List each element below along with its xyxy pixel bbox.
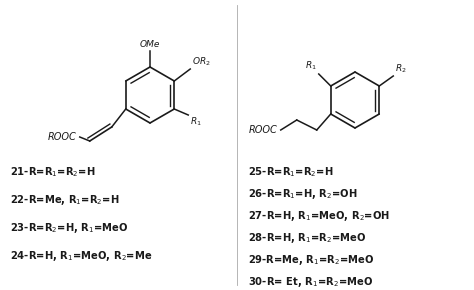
Text: 23-R=R$_2$=H, R$_1$=MeO: 23-R=R$_2$=H, R$_1$=MeO <box>10 221 128 235</box>
Text: 22-R=Me, R$_1$=R$_2$=H: 22-R=Me, R$_1$=R$_2$=H <box>10 193 119 207</box>
Text: 24-R=H, R$_1$=MeO, R$_2$=Me: 24-R=H, R$_1$=MeO, R$_2$=Me <box>10 249 152 263</box>
Text: R$_1$: R$_1$ <box>305 59 317 72</box>
Text: ROOC: ROOC <box>48 132 77 142</box>
Text: OMe: OMe <box>140 40 160 49</box>
Text: R$_1$: R$_1$ <box>190 116 202 128</box>
Text: 21-R=R$_1$=R$_2$=H: 21-R=R$_1$=R$_2$=H <box>10 165 95 179</box>
Text: ROOC: ROOC <box>249 125 278 135</box>
Text: 25-R=R$_1$=R$_2$=H: 25-R=R$_1$=R$_2$=H <box>248 165 333 179</box>
Text: 29-R=Me, R$_1$=R$_2$=MeO: 29-R=Me, R$_1$=R$_2$=MeO <box>248 253 374 267</box>
Text: 27-R=H, R$_1$=MeO, R$_2$=OH: 27-R=H, R$_1$=MeO, R$_2$=OH <box>248 209 390 223</box>
Text: OR$_2$: OR$_2$ <box>192 55 211 68</box>
Text: 28-R=H, R$_1$=R$_2$=MeO: 28-R=H, R$_1$=R$_2$=MeO <box>248 231 366 245</box>
Text: R$_2$: R$_2$ <box>395 63 407 75</box>
Text: 30-R= Et, R$_1$=R$_2$=MeO: 30-R= Et, R$_1$=R$_2$=MeO <box>248 275 373 289</box>
Text: 26-R=R$_1$=H, R$_2$=OH: 26-R=R$_1$=H, R$_2$=OH <box>248 187 357 201</box>
